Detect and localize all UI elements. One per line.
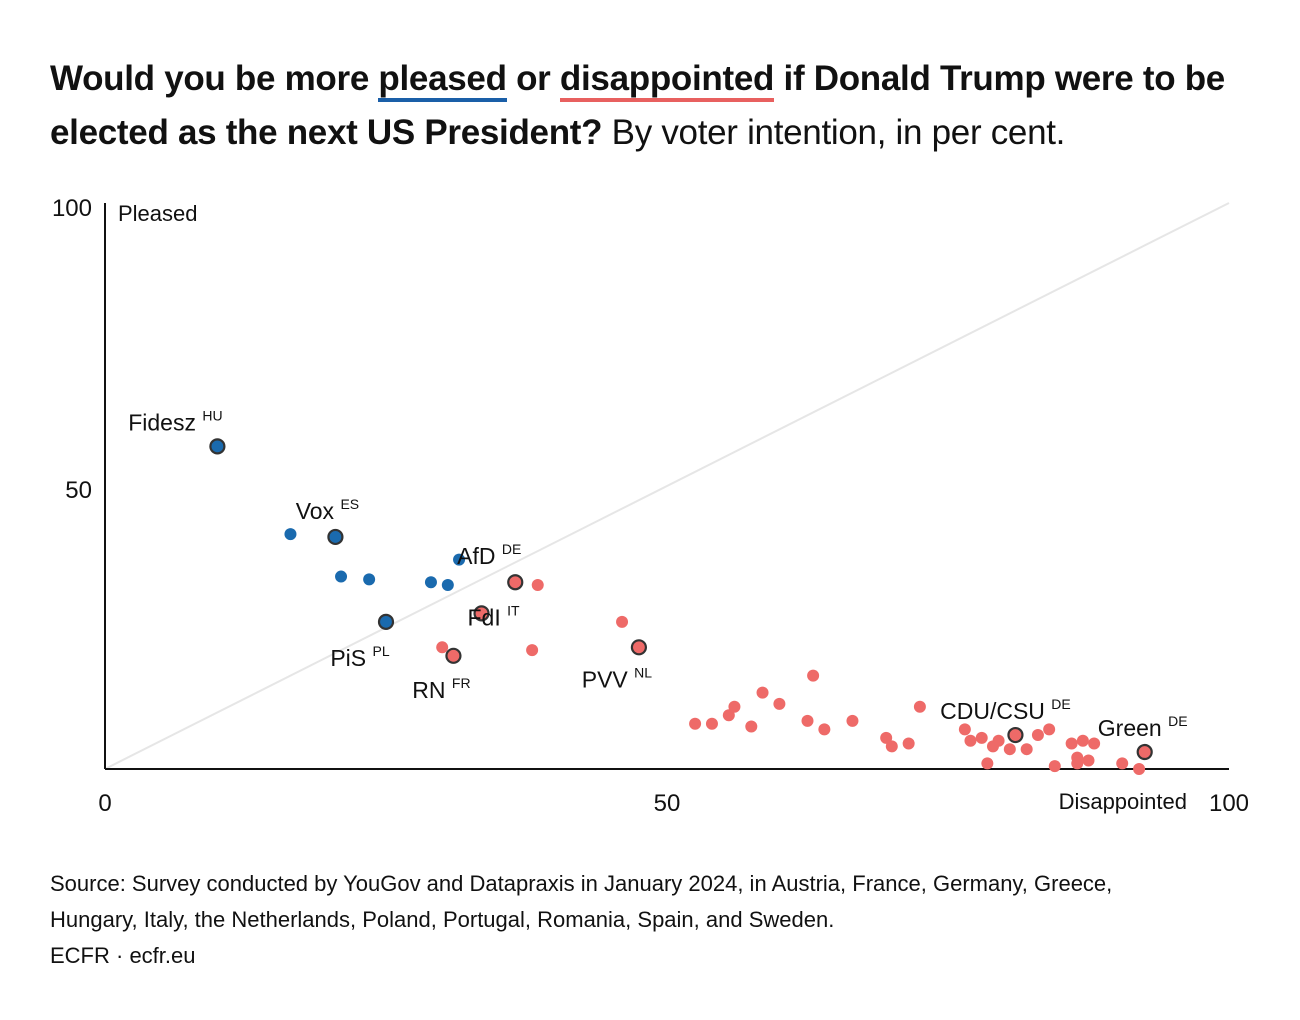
point-label-fdi: FdI IT xyxy=(468,602,521,630)
data-point xyxy=(1020,743,1033,756)
y-tick-100: 100 xyxy=(52,195,92,222)
point-label-vox: Vox ES xyxy=(296,496,359,524)
source-credit: ECFR · ecfr.eu xyxy=(50,943,196,968)
data-point-vox xyxy=(327,528,344,546)
data-point xyxy=(885,740,898,753)
chart-subtitle: By voter intention, in per cent. xyxy=(602,113,1066,152)
data-point-pvv xyxy=(630,639,648,656)
point-label-pvv: PVV NL xyxy=(582,664,653,692)
data-point xyxy=(1082,754,1095,767)
point-label-pis: PiS PL xyxy=(330,643,390,671)
point-label-fidesz: Fidesz HU xyxy=(128,407,222,435)
data-point xyxy=(964,734,977,747)
data-point xyxy=(424,576,437,589)
data-point-afd xyxy=(507,574,524,591)
data-point xyxy=(773,697,786,710)
data-point xyxy=(992,734,1005,747)
data-point-fdi xyxy=(473,605,490,622)
data-point-rn xyxy=(445,647,462,664)
data-point-fidesz xyxy=(209,438,226,455)
title-part-1: Would you be more xyxy=(50,59,379,98)
reference-diagonal xyxy=(104,202,1230,770)
data-point xyxy=(453,553,466,566)
data-point xyxy=(1133,763,1146,775)
data-point xyxy=(1048,760,1061,773)
data-point xyxy=(1088,737,1101,750)
data-point xyxy=(975,731,988,744)
point-label-rn: RN FR xyxy=(412,675,470,703)
data-point xyxy=(722,709,735,722)
data-point xyxy=(902,737,915,750)
data-point xyxy=(616,615,629,628)
data-point xyxy=(1071,757,1084,770)
data-point xyxy=(756,686,769,699)
data-point xyxy=(958,723,971,736)
x-tick-0: 0 xyxy=(98,790,111,817)
data-point xyxy=(284,528,297,541)
y-axis-label: Pleased xyxy=(118,201,198,226)
title-part-2: or xyxy=(506,59,560,98)
x-tick-50: 50 xyxy=(654,790,681,817)
data-point xyxy=(531,579,544,592)
point-label-cdu-csu: CDU/CSU DE xyxy=(940,696,1071,724)
title-disappointed-word: disappointed xyxy=(559,59,774,102)
data-point xyxy=(807,669,820,682)
data-point xyxy=(801,714,814,727)
point-label-green: Green DE xyxy=(1098,713,1188,741)
data-point xyxy=(1043,723,1056,736)
data-point xyxy=(441,579,454,592)
data-point-green xyxy=(1136,743,1153,761)
source-line-1: Source: Survey conducted by YouGov and D… xyxy=(50,871,1113,896)
data-point xyxy=(1116,757,1129,770)
data-point xyxy=(335,570,348,583)
data-points xyxy=(209,438,1153,775)
data-point xyxy=(436,641,449,654)
title-part-3: if Donald Trump were to be elected as th… xyxy=(50,59,1225,152)
data-point xyxy=(1076,734,1089,747)
data-point xyxy=(705,717,718,730)
source-note: Source: Survey conducted by YouGov and D… xyxy=(50,866,1270,974)
chart-title: Would you be more pleased or disappointe… xyxy=(50,52,1270,160)
source-line-2: Hungary, Italy, the Netherlands, Poland,… xyxy=(50,907,835,932)
x-axis-label: Disappointed xyxy=(1059,789,1187,814)
data-point xyxy=(745,720,758,733)
data-point xyxy=(1031,729,1044,742)
data-point xyxy=(363,573,376,586)
data-point xyxy=(818,723,831,736)
data-point xyxy=(526,644,539,657)
data-point xyxy=(1003,743,1016,756)
data-point-cdu-csu xyxy=(1007,726,1024,744)
x-tick-100: 100 xyxy=(1209,790,1249,817)
title-pleased-word: pleased xyxy=(378,59,507,102)
point-label-afd: AfD DE xyxy=(457,541,521,569)
point-labels: Fidesz HU Vox ES PiS PL AfD DE FdI IT RN FR PV… xyxy=(128,407,1187,741)
data-point xyxy=(728,700,741,713)
scatter-chart: 100 50 0 50 100 Pleased Disappointed Fid… xyxy=(52,195,1249,817)
data-point xyxy=(880,731,893,744)
y-tick-50: 50 xyxy=(65,477,92,504)
data-point xyxy=(689,717,702,730)
data-point-pis xyxy=(377,613,395,630)
data-point xyxy=(846,714,859,727)
data-point xyxy=(981,757,994,770)
data-point xyxy=(913,700,926,713)
data-point xyxy=(1065,737,1078,750)
